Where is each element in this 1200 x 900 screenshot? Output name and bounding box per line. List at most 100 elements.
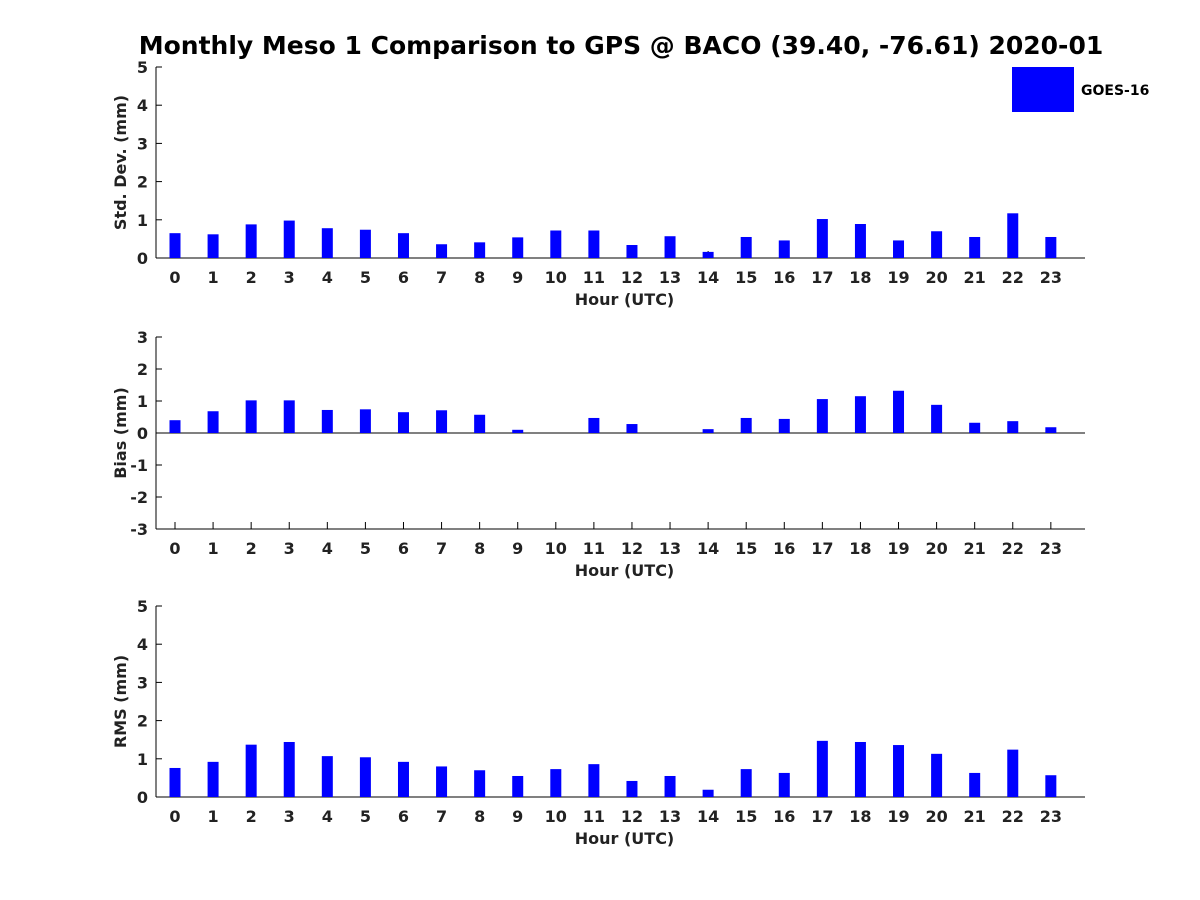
std-dev-bar — [969, 236, 981, 258]
rms-x-tick-label: 4 — [322, 807, 333, 826]
rms-bar — [702, 789, 714, 797]
rms-bar — [550, 769, 562, 797]
rms-x-tick-label: 8 — [474, 807, 485, 826]
std-dev-bar — [436, 244, 448, 258]
rms-bar — [931, 753, 943, 797]
std-dev-bar — [816, 219, 828, 258]
rms-x-tick-label: 16 — [773, 807, 795, 826]
rms-x-tick-label: 9 — [512, 807, 523, 826]
std-dev-bar — [1007, 213, 1019, 258]
bias-x-tick-label: 2 — [246, 539, 257, 558]
rms-x-tick-label: 10 — [545, 807, 567, 826]
rms-bar — [245, 744, 257, 797]
std-dev-bar — [321, 228, 333, 258]
bias-y-axis-label: Bias (mm) — [111, 387, 130, 479]
std-dev-bar — [626, 245, 638, 258]
bias-y-tick-label: 2 — [137, 360, 148, 379]
legend-swatch — [1012, 67, 1074, 112]
bias-bar — [207, 411, 219, 433]
bias-x-tick-label: 8 — [474, 539, 485, 558]
bias-x-tick-label: 3 — [284, 539, 295, 558]
std-dev-bar — [245, 224, 257, 258]
std-dev-bar — [207, 234, 219, 258]
rms-bar — [283, 741, 295, 797]
rms-y-tick-label: 5 — [137, 597, 148, 616]
bias-x-tick-label: 6 — [398, 539, 409, 558]
std-dev-x-tick-label: 18 — [849, 268, 871, 287]
bias-bar — [702, 429, 714, 433]
bias-x-tick-label: 10 — [545, 539, 567, 558]
std-dev-x-tick-label: 6 — [398, 268, 409, 287]
bias-x-axis-label: Hour (UTC) — [575, 561, 675, 580]
bias-bar — [512, 429, 524, 433]
std-dev-bar — [169, 233, 181, 258]
bias-x-tick-label: 7 — [436, 539, 447, 558]
bias-x-tick-label: 22 — [1002, 539, 1024, 558]
std-dev-x-tick-label: 4 — [322, 268, 333, 287]
bias-y-tick-label: 0 — [137, 424, 148, 443]
rms-x-tick-label: 12 — [621, 807, 643, 826]
std-dev-y-tick-label: 1 — [137, 211, 148, 230]
bias-x-tick-label: 4 — [322, 539, 333, 558]
std-dev-x-tick-label: 12 — [621, 268, 643, 287]
rms-x-tick-label: 20 — [925, 807, 947, 826]
bias-x-tick-label: 15 — [735, 539, 757, 558]
bias-x-tick-label: 17 — [811, 539, 833, 558]
rms-x-tick-label: 17 — [811, 807, 833, 826]
std-dev-x-tick-label: 14 — [697, 268, 719, 287]
rms-x-tick-label: 11 — [583, 807, 605, 826]
bias-x-tick-label: 23 — [1040, 539, 1062, 558]
rms-x-tick-label: 18 — [849, 807, 871, 826]
std-dev-x-tick-label: 23 — [1040, 268, 1062, 287]
std-dev-x-tick-label: 7 — [436, 268, 447, 287]
rms-bar — [169, 767, 181, 797]
rms-bar — [359, 757, 371, 797]
bias-x-tick-label: 12 — [621, 539, 643, 558]
rms-bar — [436, 766, 448, 797]
std-dev-x-axis-label: Hour (UTC) — [575, 290, 675, 309]
rms-bar — [664, 775, 676, 797]
legend: GOES-16 — [1012, 67, 1149, 112]
std-dev-bar — [1045, 236, 1057, 258]
rms-bar — [626, 780, 638, 797]
rms-y-tick-label: 1 — [137, 750, 148, 769]
bias-x-tick-label: 9 — [512, 539, 523, 558]
rms-bar — [1007, 749, 1019, 797]
bias-x-tick-label: 1 — [208, 539, 219, 558]
rms-y-tick-label: 2 — [137, 712, 148, 731]
bias-x-tick-label: 5 — [360, 539, 371, 558]
bias-x-tick-label: 19 — [887, 539, 909, 558]
bias-bar — [1045, 427, 1057, 433]
bias-bar — [359, 409, 371, 433]
figure-title: Monthly Meso 1 Comparison to GPS @ BACO … — [139, 31, 1103, 60]
rms-x-tick-label: 15 — [735, 807, 757, 826]
rms-bar — [1045, 775, 1057, 797]
std-dev-bar — [397, 233, 409, 258]
rms-bar — [778, 772, 790, 797]
rms-bar — [893, 745, 905, 797]
bias-x-tick-label: 11 — [583, 539, 605, 558]
std-dev-bar — [854, 224, 866, 258]
std-dev-x-tick-label: 11 — [583, 268, 605, 287]
std-dev-bar — [778, 240, 790, 258]
bias-y-tick-label: 3 — [137, 328, 148, 347]
bias-bar — [397, 412, 409, 433]
legend-label: GOES-16 — [1081, 83, 1149, 99]
std-dev-bar — [702, 251, 714, 258]
rms-y-tick-label: 0 — [137, 788, 148, 807]
bias-bar — [854, 396, 866, 433]
bias-x-tick-label: 20 — [925, 539, 947, 558]
bias-bar — [436, 410, 448, 433]
std-dev-x-tick-label: 3 — [284, 268, 295, 287]
rms-bar — [854, 741, 866, 797]
std-dev-x-tick-label: 2 — [246, 268, 257, 287]
rms-bar — [512, 775, 524, 797]
rms-y-axis-label: RMS (mm) — [111, 655, 130, 748]
rms-bar — [588, 764, 600, 797]
rms-bar — [207, 761, 219, 797]
std-dev-bar — [740, 236, 752, 258]
bias-bar — [816, 399, 828, 433]
